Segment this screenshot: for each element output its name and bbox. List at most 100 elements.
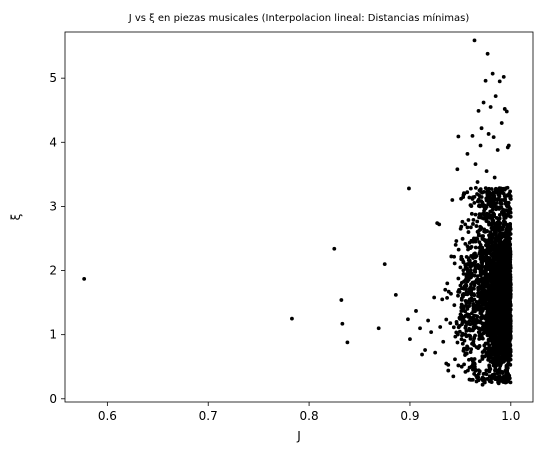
data-point	[486, 202, 491, 207]
data-point	[467, 318, 472, 323]
data-point	[499, 198, 504, 202]
data-point	[495, 290, 500, 295]
data-point	[497, 245, 502, 250]
data-point	[462, 191, 467, 196]
data-point	[465, 225, 470, 230]
data-point	[465, 269, 470, 273]
data-point	[507, 263, 512, 268]
data-point	[481, 100, 486, 105]
data-point	[477, 326, 482, 331]
data-point	[478, 194, 482, 199]
data-point	[471, 195, 475, 200]
data-point	[463, 369, 468, 374]
data-point	[453, 357, 457, 362]
data-point	[498, 364, 502, 369]
data-point	[484, 368, 489, 373]
data-point	[508, 225, 512, 230]
x-tick-label: 0.6	[98, 409, 117, 423]
data-point	[472, 200, 477, 205]
data-point	[506, 315, 511, 320]
data-point	[505, 234, 510, 239]
data-point	[463, 222, 468, 227]
x-axis-ticks: 0.6 0.7 0.8 0.9 1.0	[98, 402, 520, 423]
data-point	[466, 218, 471, 222]
data-point	[488, 326, 493, 331]
data-point	[507, 312, 512, 316]
data-point	[454, 321, 459, 326]
data-point	[501, 326, 506, 331]
data-point	[472, 283, 477, 288]
data-point	[484, 350, 489, 355]
data-point	[476, 368, 481, 373]
data-point	[476, 197, 481, 202]
data-point	[471, 222, 475, 226]
data-point	[450, 198, 455, 202]
data-point	[499, 304, 503, 309]
data-point	[490, 224, 494, 229]
data-point	[490, 71, 495, 76]
data-point	[502, 330, 507, 335]
data-point	[489, 192, 494, 197]
data-point	[458, 317, 462, 321]
data-point	[493, 94, 498, 99]
data-point	[505, 185, 510, 190]
data-point	[467, 377, 472, 382]
data-point	[481, 284, 486, 289]
data-point	[441, 339, 446, 344]
data-point	[479, 126, 484, 131]
data-point	[500, 259, 505, 264]
data-point	[461, 268, 466, 273]
data-point	[478, 278, 483, 282]
data-point	[496, 381, 501, 386]
data-point	[494, 302, 499, 307]
data-point	[477, 304, 482, 308]
data-point	[504, 109, 509, 114]
data-point	[467, 195, 472, 200]
data-point	[475, 180, 480, 184]
data-point	[487, 199, 492, 204]
data-point	[493, 225, 498, 230]
data-point	[488, 287, 493, 292]
data-point	[451, 325, 456, 330]
data-point	[501, 224, 505, 229]
data-point	[470, 341, 474, 346]
data-point	[480, 350, 485, 354]
data-point	[508, 189, 513, 194]
data-point	[426, 318, 430, 323]
data-point	[501, 283, 506, 288]
data-point	[484, 330, 489, 334]
plot-frame	[64, 31, 534, 403]
data-point	[466, 262, 471, 266]
data-point	[482, 205, 487, 210]
data-point	[480, 336, 485, 341]
data-point	[497, 194, 502, 199]
data-point	[484, 243, 488, 247]
data-point	[503, 374, 508, 379]
data-point	[477, 212, 482, 217]
y-tick-label: 4	[49, 135, 57, 149]
data-point	[496, 360, 501, 365]
data-point	[485, 310, 490, 315]
data-point	[456, 293, 460, 298]
data-point	[444, 317, 449, 322]
data-point	[507, 344, 512, 349]
data-point	[432, 295, 437, 300]
data-point	[507, 192, 511, 197]
data-point	[503, 201, 508, 206]
data-point	[502, 220, 507, 224]
data-point	[489, 295, 494, 300]
data-point	[480, 271, 485, 276]
data-point	[506, 279, 510, 284]
data-point	[467, 301, 472, 305]
data-point	[433, 350, 438, 355]
data-point	[464, 328, 469, 333]
data-point	[468, 291, 473, 296]
data-point	[452, 254, 456, 259]
data-point	[489, 235, 494, 240]
data-point	[484, 239, 489, 244]
data-point	[478, 227, 483, 232]
data-point	[483, 255, 488, 259]
data-point	[482, 379, 487, 384]
data-point	[489, 187, 494, 191]
data-point	[477, 251, 482, 256]
